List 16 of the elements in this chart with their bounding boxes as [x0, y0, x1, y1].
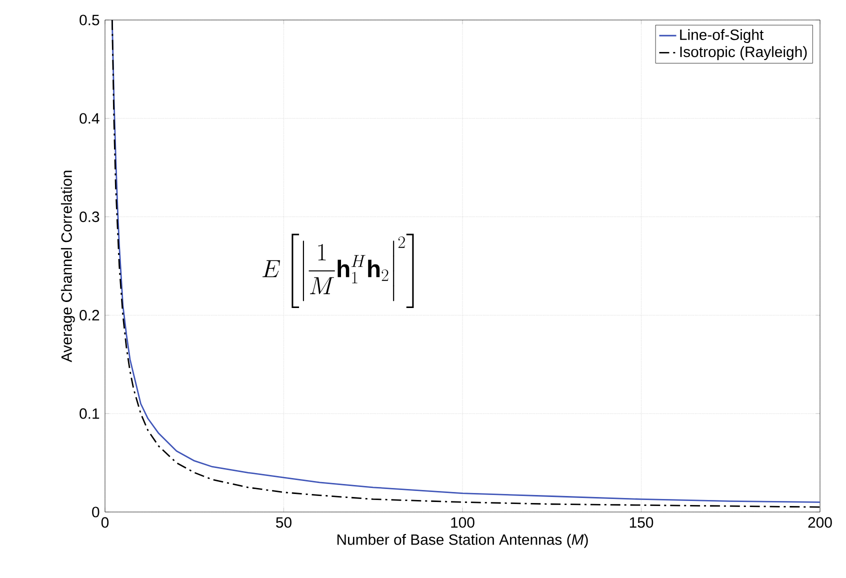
y-axis-title: Average Channel Correlation: [60, 170, 75, 362]
annotation: $E\left[\left|\frac{1}{M}\mathbf{h}_1^H\mathbf{h}_2\right|^2\right]$: [262, 234, 414, 308]
y-tick-label: 0.1: [80, 408, 100, 419]
y-tick-label: 0: [92, 506, 100, 518]
x-tick-label: 200: [808, 517, 832, 528]
x-tick-label: 150: [630, 517, 654, 528]
x-tick-label: 100: [451, 517, 474, 528]
x-tick-label: 50: [276, 517, 292, 528]
y-tick-label: 0.4: [80, 113, 100, 124]
x-tick-label: 0: [101, 517, 109, 528]
y-tick-label: 0.3: [80, 212, 100, 222]
y-tick-label: 0.2: [80, 310, 100, 320]
y-tick-label: 0.5: [80, 14, 100, 26]
x-axis-title: Number of Base Station Antennas (M): [337, 534, 588, 548]
legend-label: Isotropic (Rayleigh): [680, 46, 807, 60]
legend-label: Line-of-Sight: [680, 29, 764, 44]
